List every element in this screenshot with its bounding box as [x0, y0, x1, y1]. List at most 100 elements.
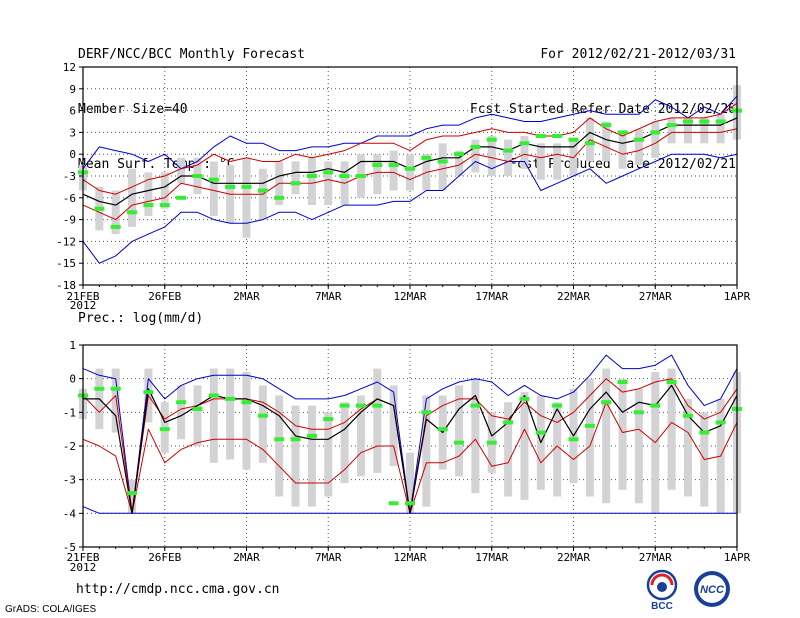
temp-obs-33: [617, 130, 628, 135]
prec-box-27: [520, 392, 529, 500]
temp-box-35: [651, 121, 660, 158]
temp-xtick-label: 26FEB: [148, 290, 181, 303]
prec-box-3: [128, 479, 137, 514]
prec-box-33: [618, 378, 627, 490]
temp-obs-13: [290, 181, 301, 186]
prec-box-14: [307, 405, 316, 507]
prec-obs-36: [666, 380, 677, 385]
prec-obs-2: [110, 386, 121, 391]
prec-obs-34: [633, 410, 644, 415]
temp-box-32: [602, 121, 611, 162]
temp-obs-21: [421, 155, 432, 160]
prec-box-36: [667, 368, 676, 490]
prec-obs-29: [552, 403, 563, 408]
temp-box-27: [520, 136, 529, 169]
temp-obs-32: [601, 123, 612, 128]
temp-obs-22: [437, 159, 448, 164]
prec-obs-22: [437, 427, 448, 432]
prec-obs-15: [323, 417, 334, 422]
temp-ytick-label: 9: [69, 83, 76, 96]
temp-box-18: [373, 154, 382, 195]
temp-obs-1: [94, 206, 105, 211]
prec-obs-18: [372, 403, 383, 408]
temp-xtick-label: 21FEB: [66, 290, 99, 303]
temp-min-line: [82, 153, 738, 264]
prec-ytick-label: 1: [69, 339, 76, 352]
prec-box-6: [177, 385, 186, 440]
temp-obs-17: [355, 174, 366, 178]
prec-obs-31: [584, 423, 595, 428]
prec-obs-32: [601, 400, 612, 405]
prec-xtick-label: 17MAR: [475, 551, 508, 564]
prec-box-18: [373, 368, 382, 473]
temp-obs-6: [176, 195, 187, 200]
prec-obs-35: [650, 403, 661, 408]
temp-obs-35: [650, 130, 661, 135]
prec-obs-28: [535, 430, 546, 435]
temp-obs-25: [486, 137, 497, 142]
prec-ytick-label: -5: [63, 541, 76, 554]
temp-box-20: [406, 154, 414, 191]
prec-obs-9: [225, 396, 236, 401]
temp-xtick-label: 1APR: [724, 290, 751, 303]
temp-obs-37: [682, 119, 693, 124]
ncc-logo: NCC: [694, 571, 730, 607]
temp-obs-20: [405, 166, 415, 171]
temp-box-10: [242, 157, 251, 238]
temp-ytick-label: -3: [63, 170, 76, 183]
temp-ytick-label: -18: [56, 279, 76, 292]
prec-box-37: [683, 398, 692, 497]
temp-ytick-label: 6: [69, 105, 76, 118]
temp-obs-34: [633, 137, 644, 142]
temp-xtick-label: 12MAR: [393, 290, 426, 303]
prec-xtick-label: 22MAR: [557, 551, 590, 564]
temp-year-label: 2012: [70, 299, 97, 312]
prec-box-7: [193, 385, 202, 446]
prec-box-26: [504, 402, 513, 497]
temp-ytick-label: -15: [56, 257, 76, 270]
temp-box-6: [177, 157, 186, 184]
prec-title: Prec.: log(mm/d): [78, 311, 203, 326]
temp-ytick-label: -12: [56, 235, 76, 248]
prec-obs-13: [290, 437, 301, 442]
prec-box-24: [471, 378, 480, 494]
source-url[interactable]: http://cmdp.ncc.cma.gov.cn: [76, 582, 280, 597]
prec-obs-24: [470, 403, 481, 408]
temp-box-14: [307, 157, 316, 206]
prec-xtick-label: 26FEB: [148, 551, 181, 564]
temp-obs-30: [568, 137, 579, 142]
temp-box-22: [438, 143, 447, 191]
prec-obs-26: [503, 420, 514, 425]
temp-xtick-label: 27MAR: [639, 290, 672, 303]
prec-obs-16: [339, 403, 350, 408]
temp-box-34: [634, 128, 643, 166]
bcc-logo: BCC: [646, 569, 678, 612]
temp-upper-line: [82, 102, 738, 195]
temp-box-13: [291, 161, 300, 195]
temp-obs-28: [535, 134, 546, 139]
prec-obs-7: [192, 406, 203, 411]
prec-xtick-label: 2MAR: [233, 551, 260, 564]
temp-xtick-label: 2MAR: [233, 290, 260, 303]
temp-obs-2: [110, 224, 121, 229]
temp-obs-19: [388, 163, 399, 168]
prec-mean-line: [83, 384, 738, 514]
prec-box-17: [356, 395, 365, 477]
chart-title: DERF/NCC/BCC Monthly Forecast: [78, 47, 305, 62]
temp-obs-18: [372, 163, 383, 168]
temp-obs-9: [225, 184, 236, 189]
ncc-logo-text: NCC: [700, 584, 725, 596]
prec-ytick-label: -3: [63, 474, 76, 487]
temp-ytick-label: -9: [63, 214, 76, 227]
temp-box-2: [111, 190, 120, 235]
temp-box-4: [144, 172, 153, 216]
temp-xtick-label: 22MAR: [557, 290, 590, 303]
temp-xtick-label: 17MAR: [475, 290, 508, 303]
temp-box-37: [683, 117, 692, 144]
prec-obs-3: [127, 491, 138, 496]
prec-obs-37: [682, 413, 693, 418]
prec-obs-11: [257, 413, 268, 418]
temp-obs-38: [699, 119, 710, 124]
